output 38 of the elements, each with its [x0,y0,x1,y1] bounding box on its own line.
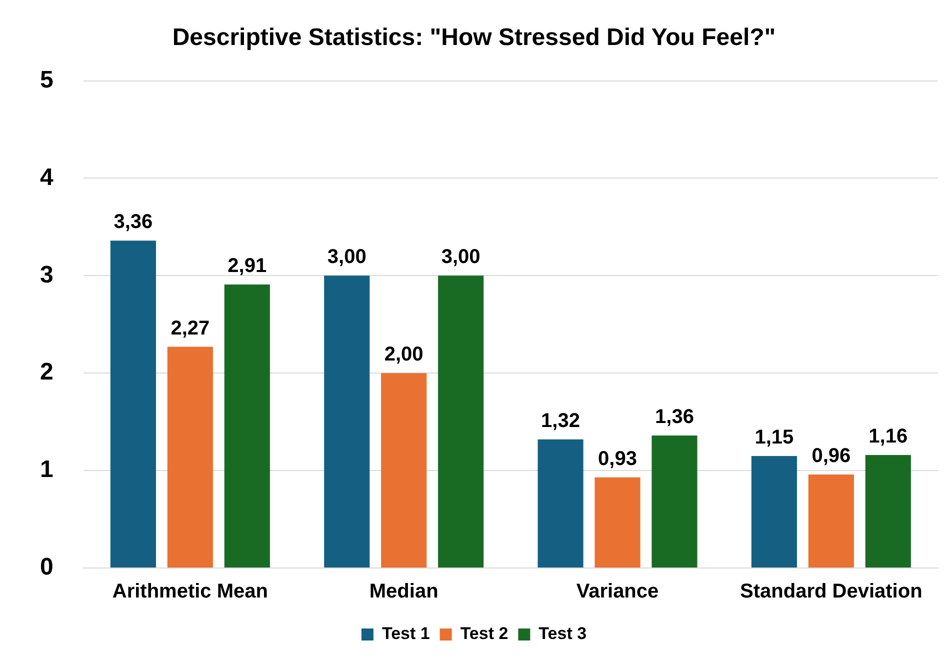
data-label: 1,32 [541,410,580,432]
bar [381,373,427,568]
y-tick-label: 2 [40,358,54,386]
x-tick-label: Standard Deviation [740,580,922,603]
data-label: 2,27 [170,317,210,340]
data-label: 1,16 [868,425,908,448]
y-tick-label: 1 [40,456,54,484]
x-tick-label: Median [369,580,438,603]
legend-label: Test 1 [382,624,430,644]
x-tick-label: Arithmetic Mean [112,580,268,603]
bar [438,276,484,568]
y-tick-label: 5 [40,66,54,94]
data-label: 3,00 [441,246,480,268]
bar [865,454,911,568]
x-tick-label: Variance [576,580,659,603]
y-tick-label: 4 [40,164,54,191]
bar [751,456,797,568]
data-label: 0,96 [812,444,851,467]
y-tick-label: 3 [40,261,54,288]
bar [224,284,270,568]
legend-label: Test 3 [538,624,587,644]
data-label: 3,36 [114,211,153,234]
bar [652,435,698,568]
legend-label: Test 2 [460,624,508,644]
bar [324,276,370,568]
data-label: 2,91 [228,254,267,277]
bar [110,240,156,568]
bar [808,474,854,568]
bar [167,346,213,568]
data-label: 0,93 [598,448,637,470]
data-label: 2,00 [384,344,424,366]
data-label: 3,00 [327,246,366,268]
chart-title: Descriptive Statistics: "How Stressed Did You Feel?" [172,24,776,52]
bar [594,477,640,568]
y-tick-label: 0 [40,554,54,581]
bar [538,439,584,568]
data-label: 1,36 [655,406,694,428]
data-label: 1,15 [754,426,794,448]
